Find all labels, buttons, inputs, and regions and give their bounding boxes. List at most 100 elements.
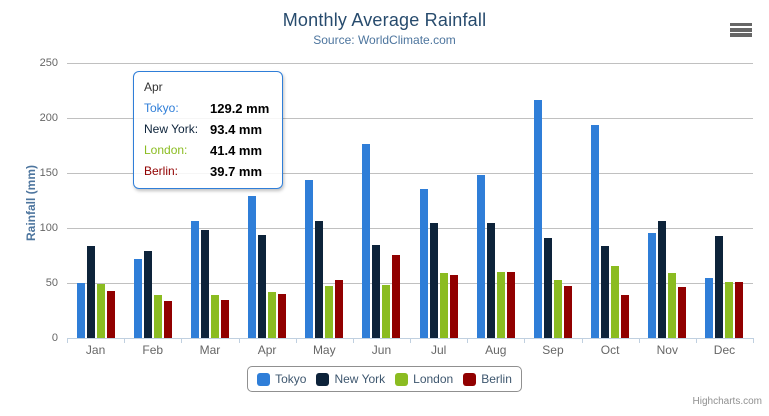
bar-new-york[interactable] <box>258 235 267 338</box>
plot-area <box>67 63 753 338</box>
tooltip-row: New York: 93.4 mm <box>144 119 272 140</box>
y-axis-tick-label: 50 <box>45 277 58 289</box>
bar-berlin[interactable] <box>220 300 229 338</box>
tooltip-series-name: Berlin: <box>144 164 179 178</box>
credits-link[interactable]: Highcharts.com <box>692 396 762 407</box>
bar-berlin[interactable] <box>621 295 630 338</box>
bar-london[interactable] <box>439 273 448 338</box>
legend-symbol <box>257 372 271 386</box>
bar-group <box>410 63 467 338</box>
legend-item-tokyo[interactable]: Tokyo <box>257 372 306 386</box>
bar-tokyo[interactable] <box>533 99 542 338</box>
bar-new-york[interactable] <box>372 245 381 338</box>
bar-berlin[interactable] <box>563 285 572 338</box>
y-axis-tick-label: 150 <box>39 167 58 179</box>
bar-group <box>181 63 238 338</box>
x-axis-tick <box>238 338 240 343</box>
bar-group <box>639 63 696 338</box>
bar-tokyo[interactable] <box>362 144 371 338</box>
x-axis-label: Nov <box>656 343 678 357</box>
x-axis-tick <box>67 338 68 343</box>
bar-berlin[interactable] <box>392 254 401 338</box>
bar-tokyo[interactable] <box>190 220 199 338</box>
x-axis-labels: Jan Feb Mar Apr May Jun Jul Aug Sep Oct Nov Dec <box>67 343 753 357</box>
x-axis-label: Aug <box>485 343 507 357</box>
tooltip-rows: Tokyo: 129.2 mm New York: 93.4 mm London: 41.… <box>144 98 272 182</box>
tooltip-series-name: New York: <box>144 122 199 136</box>
bar-london[interactable] <box>382 284 391 338</box>
bar-berlin[interactable] <box>506 271 515 338</box>
bar-london[interactable] <box>611 266 620 338</box>
bar-tokyo[interactable] <box>705 278 714 338</box>
bar-tokyo[interactable] <box>76 283 85 338</box>
bar-tokyo[interactable] <box>476 174 485 338</box>
x-axis-tick <box>581 338 583 343</box>
y-axis-tick-label: 200 <box>39 112 58 124</box>
bar-berlin[interactable] <box>106 291 115 338</box>
tooltip-series-value: 93.4 mm <box>210 122 263 137</box>
bar-berlin[interactable] <box>449 274 458 338</box>
bar-new-york[interactable] <box>543 237 552 338</box>
tooltip-row: Tokyo: 129.2 mm <box>144 98 272 119</box>
bar-tokyo[interactable] <box>248 195 257 338</box>
bar-berlin[interactable] <box>163 301 172 338</box>
bar-tokyo[interactable] <box>591 124 600 338</box>
hamburger-icon <box>730 23 752 27</box>
x-axis-label: Oct <box>600 343 620 357</box>
bar-london[interactable] <box>325 286 334 338</box>
legend-item-new-york[interactable]: New York <box>316 372 385 386</box>
legend-symbol <box>395 372 409 386</box>
bar-london[interactable] <box>725 281 734 338</box>
bar-london[interactable] <box>496 272 505 338</box>
gridline <box>67 173 753 174</box>
hamburger-icon <box>730 33 752 37</box>
bar-tokyo[interactable] <box>305 179 314 338</box>
bar-london[interactable] <box>153 295 162 338</box>
context-menu-button[interactable] <box>728 21 754 41</box>
bar-group <box>524 63 581 338</box>
legend-label: New York <box>334 372 386 386</box>
tooltip: Apr Tokyo: 129.2 mm New York: 93.4 mm London… <box>133 71 283 189</box>
bar-berlin[interactable] <box>335 280 344 338</box>
x-axis-label: Jun <box>371 343 392 357</box>
bar-berlin[interactable] <box>278 294 287 338</box>
legend-item-london[interactable]: London <box>395 372 453 386</box>
x-axis-tick <box>638 338 640 343</box>
chart-title: Monthly Average Rainfall <box>282 10 487 30</box>
bar-new-york[interactable] <box>143 251 152 338</box>
bar-new-york[interactable] <box>715 236 724 338</box>
legend-symbol <box>316 372 330 386</box>
bar-new-york[interactable] <box>315 221 324 338</box>
bar-london[interactable] <box>96 284 105 338</box>
bar-new-york[interactable] <box>86 246 95 338</box>
bar-new-york[interactable] <box>658 220 667 338</box>
bar-new-york[interactable] <box>486 223 495 338</box>
legend-label: London <box>413 372 454 386</box>
x-axis-label: May <box>312 343 336 357</box>
bar-tokyo[interactable] <box>648 232 657 338</box>
bar-london[interactable] <box>268 292 277 338</box>
legend-symbol <box>463 372 477 386</box>
x-axis-tick <box>695 338 697 343</box>
tooltip-series-value: 41.4 mm <box>210 143 263 158</box>
bar-berlin[interactable] <box>678 286 687 338</box>
legend-item-berlin[interactable]: Berlin <box>463 372 512 386</box>
bar-new-york[interactable] <box>429 222 438 338</box>
bar-london[interactable] <box>668 272 677 338</box>
x-axis-label: Sep <box>542 343 564 357</box>
bar-new-york[interactable] <box>200 229 209 338</box>
x-axis-tick <box>410 338 411 343</box>
x-axis-label: Jul <box>430 343 447 357</box>
bar-london[interactable] <box>210 294 219 338</box>
bar-tokyo[interactable] <box>419 188 428 338</box>
bar-group <box>124 63 181 338</box>
bar-group <box>467 63 524 338</box>
y-axis-tick-label: 100 <box>39 222 58 234</box>
bar-berlin[interactable] <box>735 281 744 338</box>
bar-tokyo[interactable] <box>133 259 142 338</box>
tooltip-category: Apr <box>144 80 163 94</box>
bar-london[interactable] <box>553 280 562 338</box>
gridline <box>67 283 753 284</box>
bar-new-york[interactable] <box>601 246 610 338</box>
